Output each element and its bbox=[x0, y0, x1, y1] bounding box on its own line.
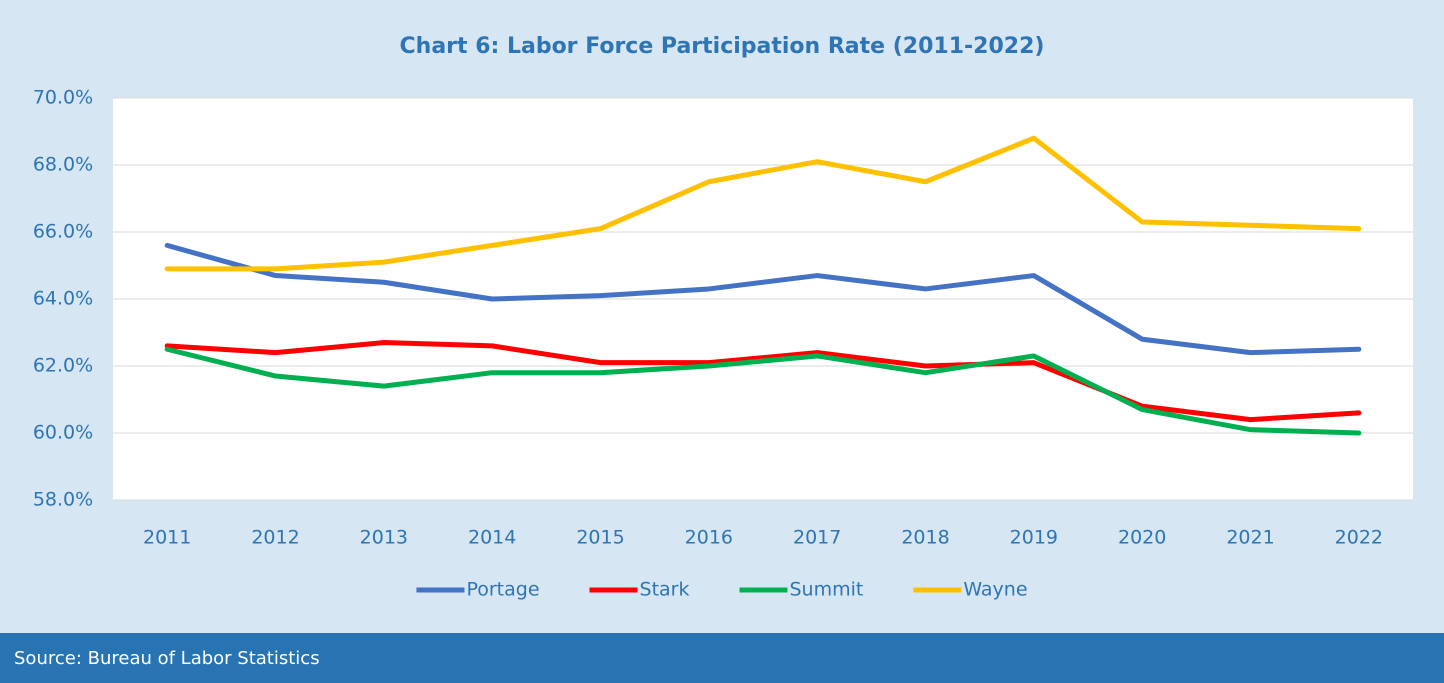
x-tick-label: 2017 bbox=[793, 527, 841, 549]
series-line bbox=[164, 135, 1362, 272]
x-tick-label: 2013 bbox=[360, 527, 408, 549]
x-tick-label: 2022 bbox=[1335, 527, 1383, 549]
y-tick-label: 68.0% bbox=[33, 154, 93, 176]
x-tick-label: 2018 bbox=[901, 527, 949, 549]
legend-label: Portage bbox=[466, 579, 539, 601]
y-tick-label: 70.0% bbox=[33, 87, 93, 109]
y-tick-label: 62.0% bbox=[33, 355, 93, 377]
y-tick-label: 60.0% bbox=[33, 422, 93, 444]
y-tick-label: 64.0% bbox=[33, 288, 93, 310]
x-tick-label: 2014 bbox=[468, 527, 516, 549]
legend-label: Summit bbox=[789, 579, 863, 601]
legend-label: Wayne bbox=[963, 579, 1027, 601]
series-line bbox=[164, 242, 1362, 356]
y-tick-label: 58.0% bbox=[33, 489, 93, 511]
source-text: Source: Bureau of Labor Statistics bbox=[14, 648, 320, 669]
x-tick-label: 2019 bbox=[1010, 527, 1058, 549]
source-bar bbox=[0, 633, 1444, 683]
chart-title: Chart 6: Labor Force Participation Rate … bbox=[400, 34, 1045, 59]
x-tick-label: 2021 bbox=[1226, 527, 1274, 549]
x-tick-label: 2012 bbox=[251, 527, 299, 549]
legend-label: Stark bbox=[640, 579, 690, 601]
x-tick-label: 2015 bbox=[576, 527, 624, 549]
series-line bbox=[164, 340, 1362, 423]
series-line bbox=[164, 346, 1362, 436]
x-tick-label: 2020 bbox=[1118, 527, 1166, 549]
x-tick-label: 2016 bbox=[685, 527, 733, 549]
x-tick-label: 2011 bbox=[143, 527, 191, 549]
y-tick-label: 66.0% bbox=[33, 221, 93, 243]
